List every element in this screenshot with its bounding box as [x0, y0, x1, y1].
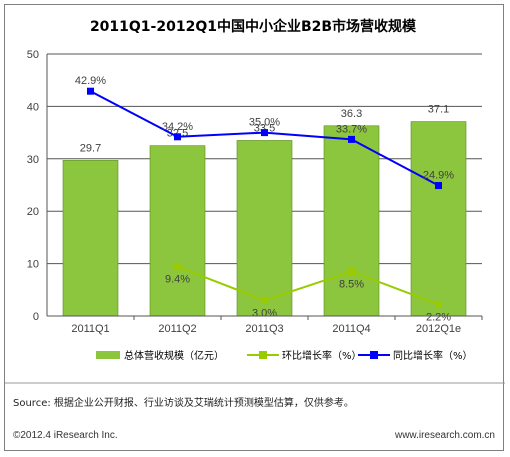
line-data-label: 42.9% — [75, 75, 106, 87]
y-axis: 0 10 20 30 40 50 — [27, 49, 48, 323]
line-marker — [174, 263, 181, 271]
legend-label-yoy: 同比增长率（%） — [393, 349, 473, 362]
line-marker — [348, 267, 355, 275]
legend-marker-yoy — [370, 351, 378, 359]
x-tick-label: 2012Q1e — [416, 323, 461, 335]
line-data-label: 2.2% — [426, 311, 451, 323]
line-series: 9.4% 3.0% 8.5% 2.2% 42.9% 34.2% 35.0% 33.7% 24.9… — [75, 75, 454, 323]
website: www.iresearch.com.cn — [394, 430, 495, 441]
x-tick-label: 2011Q1 — [71, 323, 109, 335]
y-tick-label: 50 — [27, 49, 39, 61]
legend-label-bar: 总体营收规模（亿元） — [124, 349, 224, 362]
bar — [62, 160, 119, 317]
line-data-label: 9.4% — [165, 274, 190, 286]
bar — [410, 121, 467, 317]
line-marker — [87, 87, 94, 95]
x-axis: 2011Q1 2011Q2 2011Q3 2011Q4 2012Q1e — [47, 315, 483, 335]
x-tick-label: 2011Q2 — [158, 323, 196, 335]
line-marker — [174, 133, 181, 141]
x-tick-label: 2011Q4 — [332, 323, 370, 335]
y-tick-label: 10 — [27, 259, 39, 271]
legend-marker-mom — [259, 351, 267, 359]
chart-frame: 2011Q1-2012Q1中国中小企业B2B市场营收规模 0 10 20 30 40 50… — [4, 4, 505, 451]
chart-title: 2011Q1-2012Q1中国中小企业B2B市场营收规模 — [90, 18, 417, 35]
bar-data-label: 33.5 — [254, 122, 275, 134]
line-data-label: 8.5% — [339, 278, 364, 290]
line-data-label: 33.7% — [336, 123, 367, 135]
x-tick-label: 2011Q3 — [245, 323, 283, 335]
line-marker — [261, 129, 268, 137]
bar-data-label: 37.1 — [428, 104, 449, 116]
bar — [149, 145, 206, 317]
y-tick-label: 30 — [27, 154, 39, 166]
bar-data-label: 36.3 — [341, 108, 362, 120]
line-marker — [435, 300, 442, 308]
y-tick-label: 40 — [27, 101, 39, 113]
bar — [236, 140, 293, 317]
legend: 总体营收规模（亿元） 环比增长率（%） 同比增长率（%） — [96, 349, 473, 362]
line-marker — [435, 182, 442, 190]
y-tick-label: 20 — [27, 206, 39, 218]
chart-canvas: 2011Q1-2012Q1中国中小企业B2B市场营收规模 0 10 20 30 40 50… — [5, 18, 505, 441]
legend-label-mom: 环比增长率（%） — [282, 349, 362, 362]
y-tick-label: 0 — [33, 311, 39, 323]
line-marker — [348, 135, 355, 143]
bar — [323, 125, 380, 317]
copyright: ©2012.4 iResearch Inc. — [13, 430, 118, 441]
line-data-label: 34.2% — [162, 121, 193, 133]
bar-data-label: 29.7 — [80, 142, 101, 154]
line-data-label: 35.0% — [249, 117, 280, 129]
bar-series: 29.732.533.536.337.1 — [62, 104, 467, 317]
series-line — [177, 265, 439, 306]
source-note: Source: 根据企业公开财报、行业访谈及艾瑞统计预测模型估算，仅供参考。 — [13, 396, 354, 409]
legend-swatch-bar — [96, 351, 120, 359]
line-data-label: 24.9% — [423, 170, 454, 182]
line-data-label: 3.0% — [252, 307, 277, 319]
line-marker — [261, 296, 268, 304]
